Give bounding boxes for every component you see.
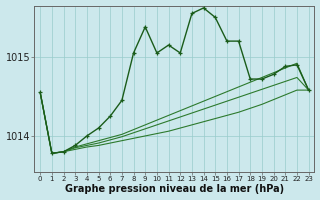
X-axis label: Graphe pression niveau de la mer (hPa): Graphe pression niveau de la mer (hPa) <box>65 184 284 194</box>
